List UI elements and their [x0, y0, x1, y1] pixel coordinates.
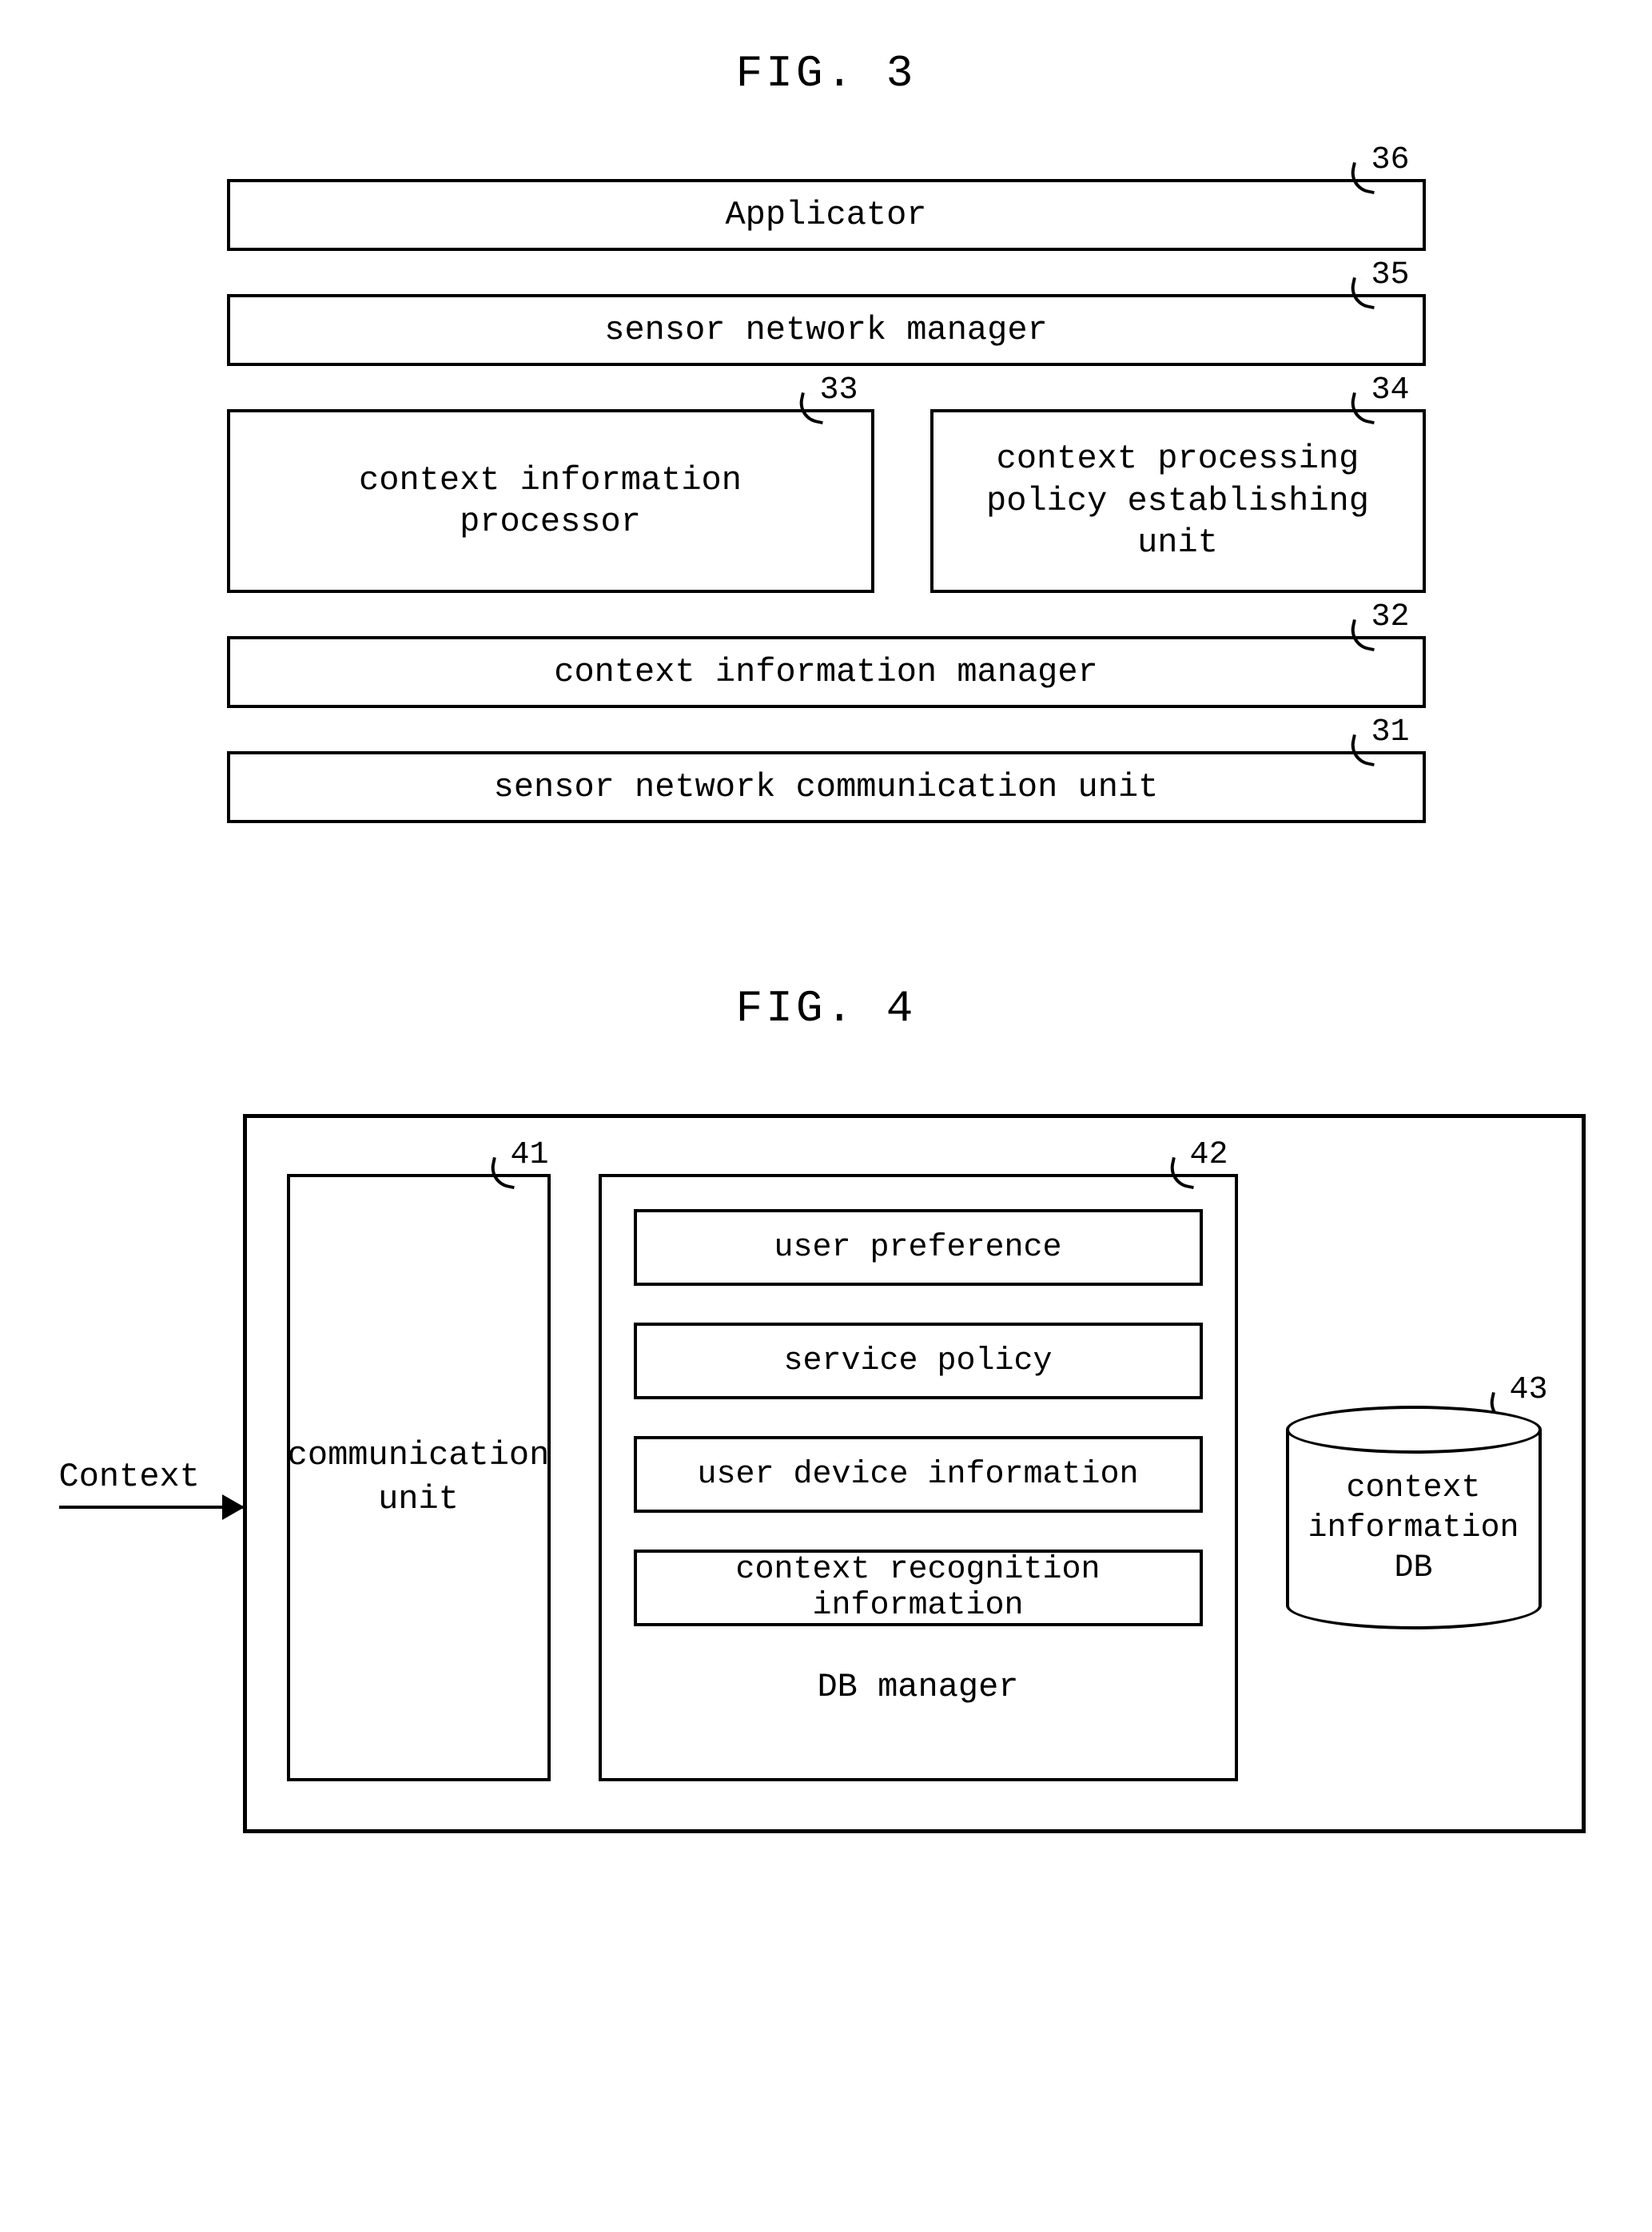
ref-32: 32 — [1371, 599, 1409, 635]
fig3-row-33-34: 33 context information processor 34 cont… — [227, 409, 1426, 593]
cylinder-top-icon — [1286, 1406, 1542, 1454]
context-arrow-icon — [59, 1506, 243, 1509]
fig4-diagram: Context 41 communication unit 42 user pr… — [59, 1114, 1594, 1833]
ref-33: 33 — [819, 372, 858, 408]
cylinder-body: context information DB — [1286, 1430, 1542, 1605]
ref-43: 43 — [1510, 1372, 1548, 1408]
fig3-title: FIG. 3 — [32, 48, 1620, 99]
ref-31: 31 — [1371, 714, 1409, 750]
box-communication-unit: communication unit — [287, 1174, 551, 1781]
ref-35: 35 — [1371, 257, 1409, 293]
context-input-label: Context — [59, 1458, 200, 1496]
fig3-diagram: 36 Applicator 35 sensor network manager … — [227, 179, 1426, 823]
fig3-row-31: 31 sensor network communication unit — [227, 751, 1426, 823]
ref-36: 36 — [1371, 142, 1409, 178]
fig4-outer-box: 41 communication unit 42 user preference… — [243, 1114, 1586, 1833]
db-manager-label: DB manager — [634, 1668, 1203, 1706]
db-item-user-preference: user preference — [634, 1209, 1203, 1286]
db-item-service-policy: service policy — [634, 1323, 1203, 1399]
db-item-user-device-info: user device information — [634, 1436, 1203, 1513]
box-context-policy-unit: context processing policy establishing u… — [930, 409, 1426, 593]
fig3-row-35: 35 sensor network manager — [227, 294, 1426, 366]
box-applicator: Applicator — [227, 179, 1426, 251]
fig3-row-36: 36 Applicator — [227, 179, 1426, 251]
box-context-info-manager: context information manager — [227, 636, 1426, 708]
box-db-manager: user preference service policy user devi… — [599, 1174, 1238, 1781]
ref-41: 41 — [511, 1137, 549, 1173]
fig4-title: FIG. 4 — [32, 983, 1620, 1034]
ref-42: 42 — [1190, 1137, 1228, 1173]
box-sensor-network-manager: sensor network manager — [227, 294, 1426, 366]
box-context-info-processor: context information processor — [227, 409, 874, 593]
ref-34: 34 — [1371, 372, 1409, 408]
db-item-context-recognition: context recognition information — [634, 1550, 1203, 1626]
box-sensor-network-comm-unit: sensor network communication unit — [227, 751, 1426, 823]
fig3-row-32: 32 context information manager — [227, 636, 1426, 708]
context-info-db-icon: context information DB — [1286, 1406, 1542, 1629]
